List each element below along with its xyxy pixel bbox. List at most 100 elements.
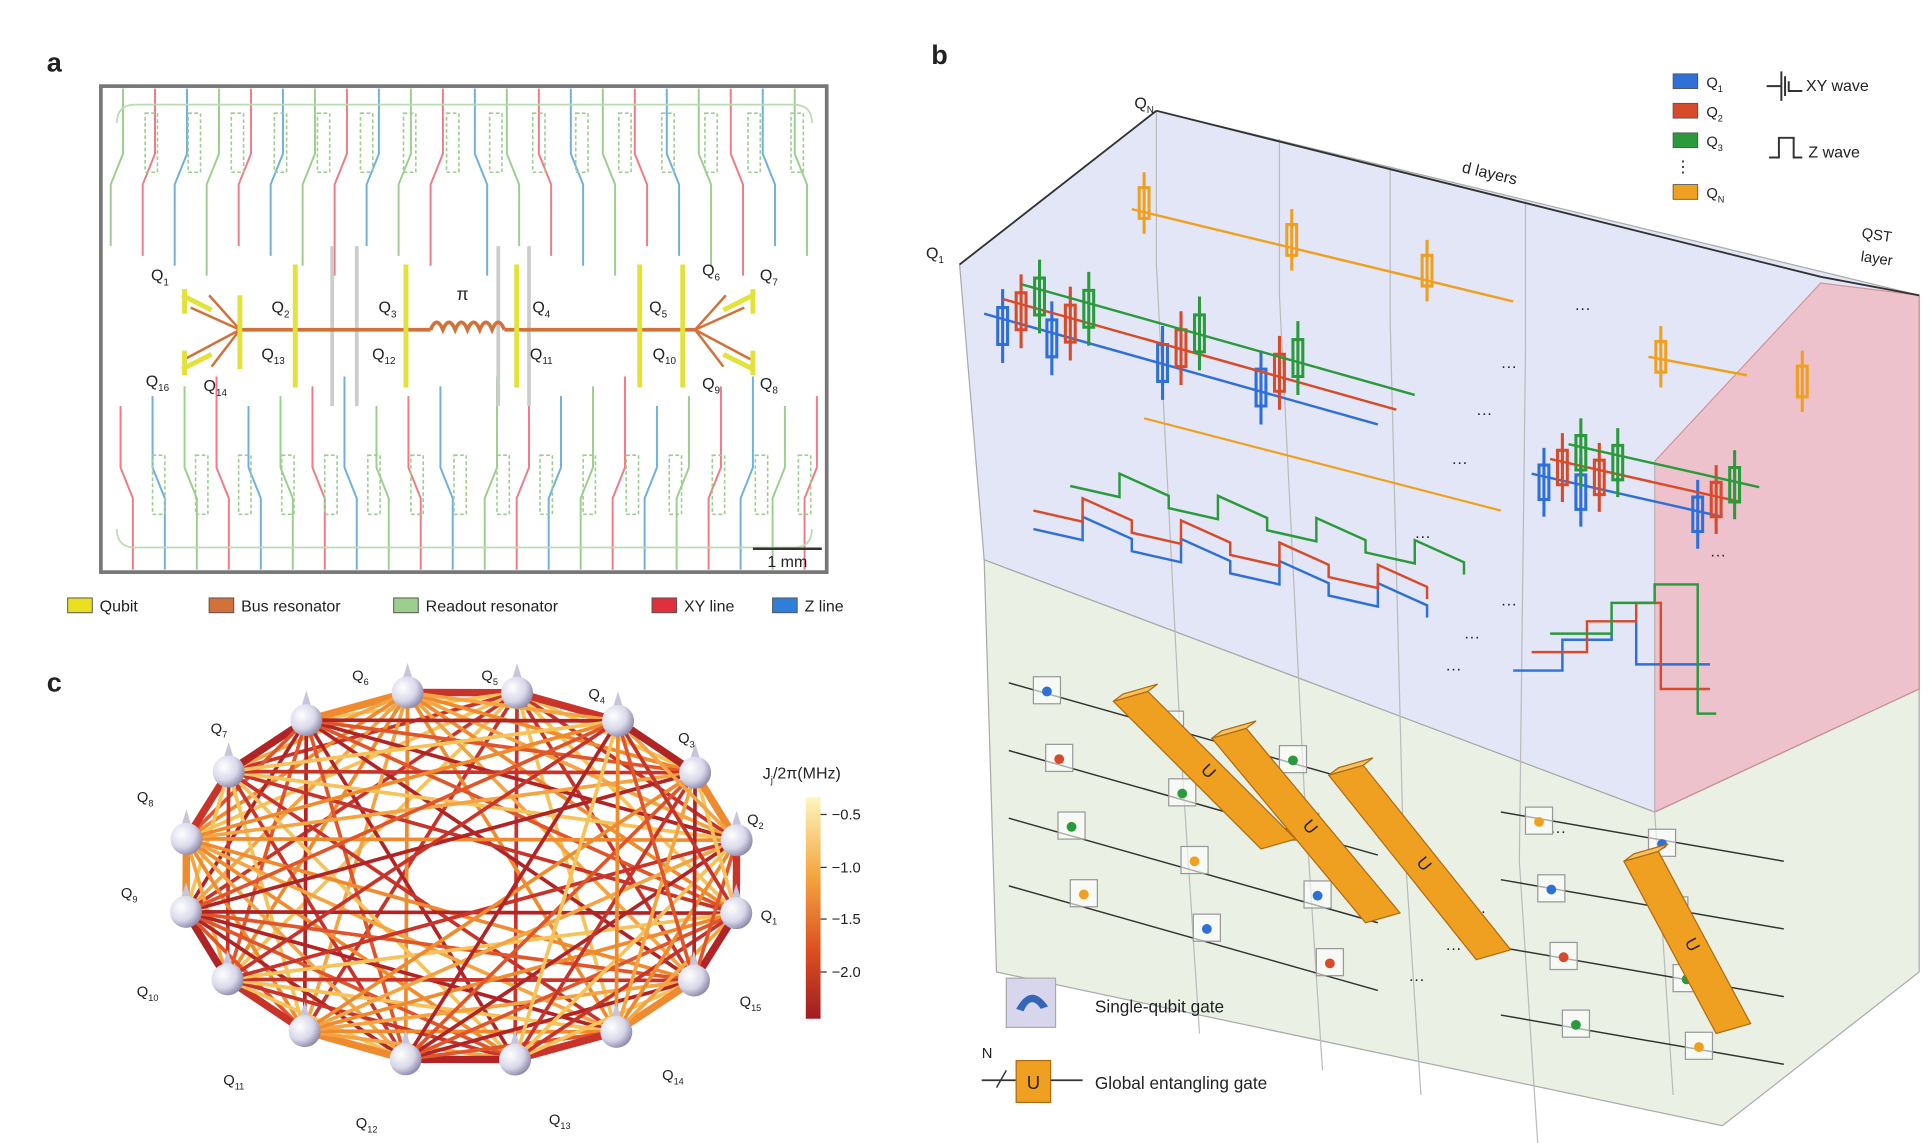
label-base: Q: [137, 790, 148, 806]
qubit-sphere: [602, 705, 634, 737]
label-subscript: 12: [367, 1125, 377, 1135]
qubit-label: Q6: [352, 668, 369, 686]
qubit-label: Q14: [662, 1068, 684, 1086]
coupling-link: [305, 1031, 617, 1032]
colorbar-tick-label: −1.0: [832, 860, 861, 876]
legend-swatch: [1673, 133, 1698, 148]
label-base: Q: [761, 908, 772, 924]
panel-label: b: [931, 40, 948, 70]
qubit-sphere: [390, 1043, 422, 1075]
label-base: Q: [146, 373, 158, 390]
label-subscript: 6: [364, 677, 369, 687]
gate-dot: [1054, 754, 1064, 764]
label-base: Q: [678, 731, 689, 747]
legend-swatch: [394, 598, 419, 613]
qubit-sphere: [678, 964, 710, 996]
gate-dot: [1559, 952, 1569, 962]
z-wave-icon: [1769, 138, 1802, 158]
label-subscript: 5: [493, 677, 498, 687]
label-base: Q: [702, 376, 714, 393]
label-base: Q: [204, 378, 216, 395]
ellipsis: ···: [1575, 301, 1591, 318]
label-subscript: 15: [751, 1003, 761, 1013]
legend-label: Z line: [805, 598, 844, 615]
gate-dot: [1571, 1020, 1581, 1030]
dimension-label: QST: [1861, 226, 1893, 246]
label-subscript: 2: [759, 821, 764, 831]
label-subscript: 2: [284, 309, 290, 320]
single-gate-icon: [1006, 978, 1055, 1027]
legend-label: Bus resonator: [241, 598, 341, 615]
label-base: Q: [760, 376, 772, 393]
qubit-sphere: [290, 704, 322, 736]
qubit-sphere: [721, 824, 753, 856]
legend-swatch: [68, 598, 93, 613]
qubit-label: QN: [1706, 186, 1724, 204]
scale-bar-label: 1 mm: [767, 554, 807, 571]
qubit-label: Q9: [121, 886, 138, 904]
gate-dot: [1079, 890, 1089, 900]
qubit-label: Q11: [223, 1073, 244, 1091]
label-base: Q: [121, 886, 132, 902]
label-base: Q: [760, 268, 772, 285]
ellipsis: ···: [1464, 629, 1480, 646]
legend-label: Qubit: [100, 598, 139, 615]
coupling-link: [305, 720, 307, 1031]
panel-label: a: [47, 47, 63, 77]
label-base: Q: [1706, 134, 1717, 150]
legend-swatch: [209, 598, 234, 613]
label-base: Q: [372, 346, 384, 363]
legend-swatch: [1673, 103, 1698, 118]
ellipsis: ···: [1415, 528, 1431, 545]
qubit-sphere: [720, 897, 752, 929]
legend-swatch: [773, 598, 798, 613]
label-base: Q: [151, 268, 163, 285]
label-base: Q: [740, 994, 751, 1010]
qubit-label: Q4: [588, 687, 605, 705]
legend-label: Global entangling gate: [1095, 1073, 1267, 1093]
label-subscript: 6: [715, 272, 721, 283]
gate-dot: [1694, 1042, 1704, 1052]
qubit-sphere: [289, 1015, 321, 1047]
label-base: Q: [588, 687, 599, 703]
label-subscript: 1: [772, 917, 777, 927]
qubit-label: Q3: [678, 731, 695, 749]
label-base: J: [763, 766, 771, 783]
label-subscript: 16: [158, 383, 170, 394]
qubit-label: Q5: [481, 668, 498, 686]
colorbar-tick-label: −0.5: [832, 807, 861, 823]
colorbar-tick-label: −2.0: [832, 965, 861, 981]
gate-dot: [1190, 856, 1200, 866]
label-subscript: 3: [391, 309, 397, 320]
ellipsis: ···: [1476, 405, 1492, 422]
qubit-sphere: [170, 896, 202, 928]
legend-swatch: [1673, 74, 1698, 89]
label-base: Q: [747, 812, 758, 828]
label-subscript: 2: [1718, 113, 1723, 123]
label-base: Q: [379, 300, 391, 317]
qubit-label: Q13: [549, 1113, 571, 1131]
label-subscript: 9: [715, 386, 721, 397]
label-base: Q: [926, 245, 938, 262]
label-subscript: 11: [542, 356, 553, 367]
label-base: Q: [653, 346, 665, 363]
qubit-label: Q1: [761, 908, 778, 926]
qubit-sphere: [600, 1016, 632, 1048]
label-subscript: 7: [222, 730, 227, 740]
label-subscript: 13: [560, 1121, 570, 1131]
label-subscript: 8: [148, 799, 153, 809]
legend-label: XY wave: [1806, 78, 1869, 95]
dimension-label: layer: [1860, 249, 1894, 269]
label-base: Q: [1706, 75, 1717, 91]
label-subscript: 11: [235, 1082, 244, 1092]
label-rest: /2π(MHz): [773, 766, 841, 783]
label-subscript: 10: [665, 356, 677, 367]
label-base: Q: [1706, 186, 1717, 202]
ellipsis: ···: [1452, 455, 1468, 472]
label-subscript: 12: [385, 356, 397, 367]
label-subscript: 7: [772, 277, 778, 288]
legend-label: N: [982, 1046, 993, 1062]
label-base: Q: [702, 263, 714, 280]
colorbar-title: Jj/2π(MHz): [763, 766, 841, 787]
qubit-label: QN: [1134, 95, 1154, 116]
